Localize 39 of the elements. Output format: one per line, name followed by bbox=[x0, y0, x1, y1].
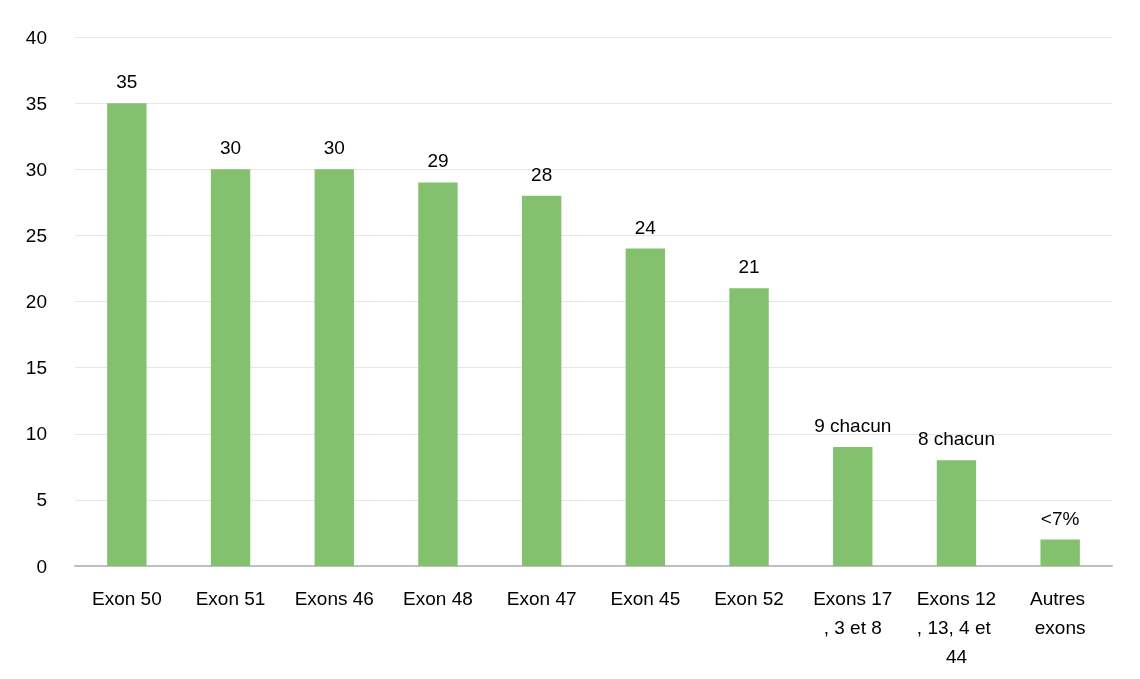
x-tick-label: Exons 46 bbox=[294, 588, 374, 609]
x-tick-label: Exons 17, 3 et 8 bbox=[813, 588, 893, 638]
bar bbox=[625, 248, 666, 566]
x-tick-label: Exons 12, 13, 4 et 44 bbox=[916, 588, 997, 667]
x-tick-label: Exon 52 bbox=[714, 588, 784, 609]
y-tick-label: 25 bbox=[25, 224, 47, 246]
data-label: <7% bbox=[1040, 507, 1080, 529]
bar bbox=[210, 169, 251, 566]
data-label: 29 bbox=[427, 150, 449, 172]
data-label: 9 chacun bbox=[814, 414, 892, 436]
x-tick-label: Exon 45 bbox=[610, 588, 681, 609]
x-tick-label: Exon 51 bbox=[195, 588, 266, 609]
data-label: 8 chacun bbox=[917, 428, 996, 450]
y-tick-label: 40 bbox=[25, 26, 47, 48]
bar bbox=[1040, 539, 1080, 566]
y-tick-label: 10 bbox=[25, 423, 47, 445]
y-tick-label: 5 bbox=[36, 489, 47, 511]
data-label: 21 bbox=[738, 256, 760, 278]
data-label: 35 bbox=[116, 71, 138, 93]
bar bbox=[418, 182, 458, 566]
bar bbox=[314, 169, 354, 566]
y-tick-label: 30 bbox=[25, 158, 47, 180]
data-label: 24 bbox=[634, 216, 657, 238]
bar bbox=[107, 103, 147, 566]
y-tick-label: 15 bbox=[25, 357, 47, 379]
data-label: 28 bbox=[531, 163, 553, 185]
data-label: 30 bbox=[323, 137, 345, 159]
y-tick-label: 35 bbox=[25, 92, 47, 114]
y-tick-label: 0 bbox=[36, 555, 47, 577]
bar bbox=[833, 446, 873, 566]
x-tick-label: Exon 48 bbox=[403, 588, 473, 609]
bar bbox=[521, 195, 562, 566]
x-tick-label: Exon 47 bbox=[506, 588, 577, 609]
x-tick-label: Autres exons bbox=[1030, 588, 1091, 638]
bar bbox=[729, 288, 769, 566]
data-label: 30 bbox=[219, 137, 242, 159]
bar bbox=[936, 460, 977, 566]
y-tick-label: 20 bbox=[25, 291, 47, 312]
x-tick-label: Exon 50 bbox=[91, 588, 162, 609]
